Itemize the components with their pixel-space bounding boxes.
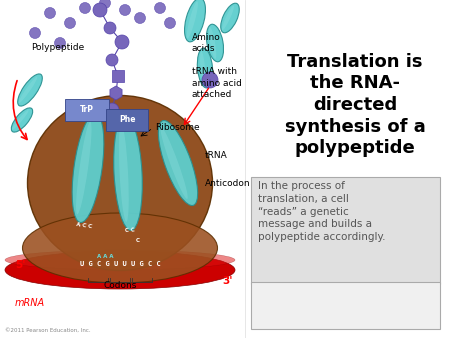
Circle shape (54, 38, 66, 48)
Text: mRNA: mRNA (15, 298, 45, 308)
Text: Phe: Phe (119, 116, 135, 124)
Ellipse shape (18, 77, 37, 103)
Text: In the process of
translation, a cell
“reads” a genetic
message and builds a
pol: In the process of translation, a cell “r… (258, 181, 386, 242)
Text: C: C (136, 238, 140, 242)
Circle shape (99, 0, 111, 8)
Circle shape (135, 13, 145, 24)
Text: tRNA: tRNA (205, 151, 228, 161)
Text: Anticodon: Anticodon (205, 178, 251, 188)
Ellipse shape (221, 3, 239, 33)
Text: 5': 5' (15, 260, 25, 270)
Text: A C C: A C C (76, 222, 92, 230)
Ellipse shape (27, 96, 212, 270)
Circle shape (104, 22, 116, 34)
Circle shape (106, 54, 118, 66)
FancyBboxPatch shape (251, 282, 440, 329)
Text: Ribosome: Ribosome (155, 123, 200, 132)
Circle shape (64, 18, 76, 28)
Bar (112, 70, 124, 82)
Ellipse shape (5, 250, 235, 270)
Ellipse shape (207, 24, 224, 62)
Circle shape (115, 35, 129, 49)
FancyBboxPatch shape (65, 99, 109, 121)
Circle shape (45, 7, 55, 19)
Text: A A A: A A A (97, 254, 113, 259)
Ellipse shape (22, 213, 217, 283)
Text: TrP: TrP (80, 105, 94, 115)
Text: Polypeptide: Polypeptide (32, 44, 85, 52)
Circle shape (30, 27, 40, 39)
FancyBboxPatch shape (251, 177, 440, 284)
Ellipse shape (187, 1, 198, 39)
Ellipse shape (161, 127, 188, 199)
Circle shape (120, 4, 130, 16)
Text: 3': 3' (223, 276, 233, 286)
Ellipse shape (209, 27, 216, 59)
Text: Amino
acids: Amino acids (192, 33, 221, 53)
Ellipse shape (158, 120, 198, 206)
Text: Codons: Codons (104, 282, 137, 290)
Ellipse shape (76, 122, 91, 214)
Text: U G C G U U U G C C: U G C G U U U G C C (80, 261, 160, 267)
Ellipse shape (119, 124, 129, 222)
Ellipse shape (222, 6, 234, 30)
FancyBboxPatch shape (106, 109, 148, 131)
Circle shape (93, 3, 107, 17)
Text: tRNA with
amino acid
attached: tRNA with amino acid attached (192, 67, 242, 99)
Text: Translation is
the RNA-
directed
synthesis of a
polypeptide: Translation is the RNA- directed synthes… (284, 53, 425, 157)
Ellipse shape (18, 74, 42, 106)
Circle shape (202, 72, 218, 88)
Ellipse shape (12, 110, 28, 130)
Ellipse shape (184, 0, 206, 42)
Ellipse shape (200, 51, 206, 85)
Circle shape (154, 2, 166, 14)
Circle shape (105, 103, 119, 117)
Ellipse shape (114, 116, 142, 231)
Ellipse shape (198, 48, 213, 88)
Circle shape (165, 18, 176, 28)
Ellipse shape (11, 108, 33, 132)
Text: C C: C C (125, 227, 135, 233)
Ellipse shape (72, 114, 104, 222)
Text: ©2011 Pearson Education, Inc.: ©2011 Pearson Education, Inc. (5, 328, 90, 333)
Ellipse shape (5, 251, 235, 289)
Circle shape (80, 2, 90, 14)
